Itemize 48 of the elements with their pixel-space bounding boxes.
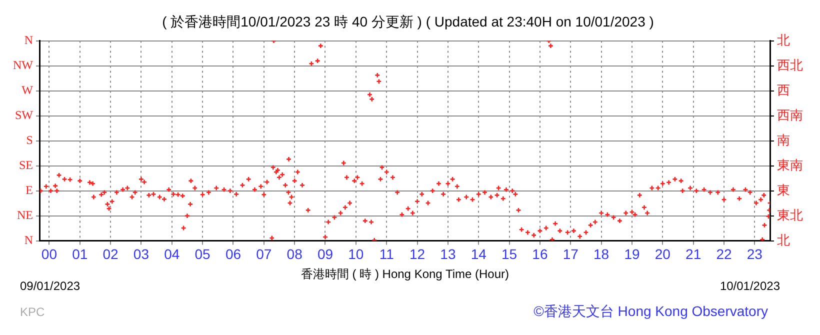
text: 北	[777, 232, 790, 248]
x-tick-label: 01	[72, 246, 88, 262]
x-axis-title: 香港時間 ( 時 ) Hong Kong Time (Hour)	[300, 267, 510, 282]
text: S	[26, 132, 33, 147]
x-tick-label: 05	[194, 246, 211, 262]
text: KPC	[20, 305, 46, 319]
text: 10/01/2023	[720, 279, 780, 293]
text: 西	[777, 82, 790, 98]
text: SE	[18, 158, 33, 172]
x-tick-label: 12	[409, 246, 426, 262]
x-tick-label: 10	[348, 246, 364, 262]
x-tick-label: 02	[102, 246, 119, 262]
text: NW	[12, 58, 34, 72]
x-tick-label: 23	[746, 246, 763, 262]
x-tick-label: 08	[286, 246, 303, 262]
x-tick-label: 07	[256, 246, 272, 262]
x-tick-label: 17	[562, 246, 579, 262]
text: 東	[777, 182, 790, 198]
x-tick-label: 18	[594, 246, 610, 262]
text: 東南	[777, 157, 803, 172]
x-tick-label: 13	[440, 246, 456, 262]
x-tick-label: 06	[225, 246, 242, 262]
text: W	[22, 82, 34, 97]
x-tick-label: 16	[532, 246, 548, 262]
x-tick-label: 15	[501, 246, 518, 262]
text: 北	[777, 32, 790, 48]
x-tick-label: 11	[379, 246, 394, 262]
x-tick-label: 09	[317, 246, 334, 262]
x-tick-label: 21	[686, 246, 702, 262]
text: 09/01/2023	[20, 279, 80, 293]
text: 東北	[777, 207, 803, 222]
text: 西南	[777, 107, 803, 122]
text: N	[24, 232, 34, 247]
text: E	[26, 182, 33, 197]
x-tick-label: 03	[133, 246, 150, 262]
x-tick-label: 19	[624, 246, 640, 262]
x-tick-label: 14	[470, 246, 487, 262]
text: 西北	[777, 57, 803, 72]
x-tick-label: 04	[164, 246, 180, 262]
text: NE	[16, 208, 33, 222]
x-tick-label: 20	[654, 246, 671, 262]
text: N	[24, 32, 34, 47]
text: SW	[14, 108, 34, 122]
x-tick-label: 00	[41, 246, 58, 262]
x-tick-label: 22	[716, 246, 732, 262]
text: 南	[777, 132, 790, 148]
text: ©香港天文台 Hong Kong Observatory	[534, 303, 768, 319]
chart-title: ( 於香港時間10/01/2023 23 時 40 分更新 ) ( Updated at 23:40H on 10/01/2023 )	[162, 13, 654, 30]
